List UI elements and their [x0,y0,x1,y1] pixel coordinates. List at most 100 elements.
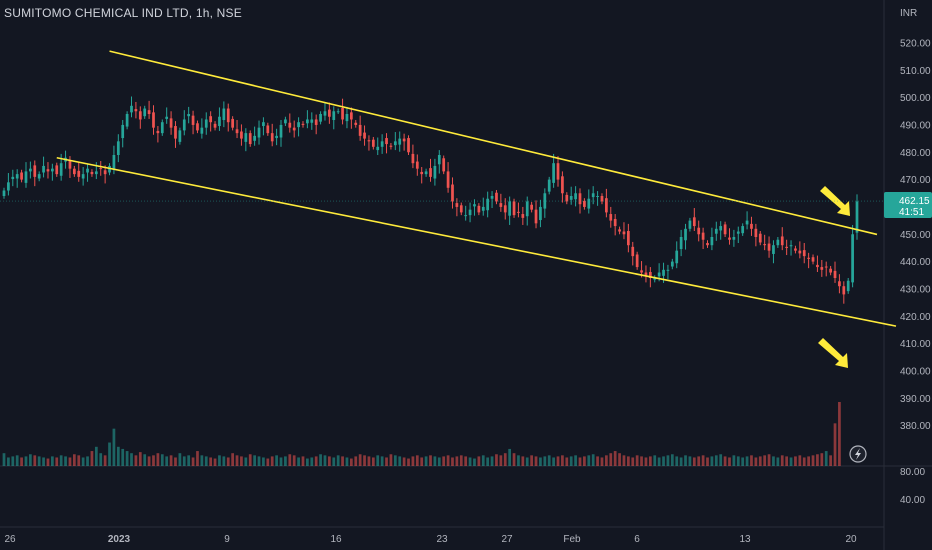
volume-bar [767,454,771,466]
volume-bar [583,456,586,466]
volume-bar [336,455,340,466]
candle-body [15,174,19,179]
volume-bar [231,453,235,466]
volume-bar [204,456,208,466]
candle-body [20,172,23,180]
candle-body [152,112,155,128]
volume-bar [543,456,547,466]
volume-bar [174,457,177,466]
x-tick-label: 9 [224,534,230,545]
volume-tick-label: 40.00 [900,495,925,506]
volume-bar [218,455,221,466]
lightning-icon-glyph [855,448,861,460]
candle-body [244,133,248,142]
volume-bar [758,456,762,466]
volume-bar [11,456,15,466]
y-tick-label: 410.00 [900,339,931,350]
candle-body [846,280,850,292]
volume-bar [499,455,503,466]
volume-bar [37,456,41,466]
y-tick-label: 480.00 [900,148,931,159]
candle-body [86,168,89,173]
candle-body [266,125,270,134]
volume-bar [15,455,19,466]
candle-body [156,130,160,134]
y-tick-label: 500.00 [900,93,931,104]
volume-bar [833,423,837,466]
y-tick-label: 390.00 [900,394,931,405]
candle-body [319,114,322,122]
candle-body [679,237,683,250]
volume-bar [517,455,520,466]
candle-body [728,237,731,240]
candle-body [816,264,819,268]
volume-bar [679,457,683,466]
volume-bar [147,456,151,466]
volume-bar [46,458,50,466]
volume-arrow[interactable] [818,338,848,368]
candle-body [297,122,300,128]
candle-body [292,127,296,131]
candle-body [772,245,775,254]
candle-body [275,135,278,139]
candle-body [750,223,753,229]
volume-bar [459,455,463,466]
candle-body [376,146,380,151]
candle-body [547,179,551,192]
volume-bar [503,453,507,466]
volume-bar [33,455,37,466]
volume-bar [591,454,595,466]
candle-body [81,174,85,179]
volume-bar [59,455,63,466]
volume-bar [644,457,648,466]
volume-tick-label: 80.00 [900,467,925,478]
volume-bar [196,451,199,466]
candle-body [644,272,648,276]
volume-bar [112,428,116,466]
volume-bar [345,457,349,466]
volume-bar [640,456,643,466]
volume-bar [552,457,555,466]
candle-body [371,139,375,147]
candle-body [780,236,784,246]
y-tick-label: 380.00 [900,421,931,432]
candle-body [697,227,701,235]
volume-bar [618,453,621,466]
lower-channel-trendline[interactable] [56,156,897,327]
candle-body [323,111,327,116]
volume-bar [772,456,775,466]
volume-bar [209,457,213,466]
volume-bar [240,456,243,466]
volume-bar [165,456,169,466]
candle-body [591,193,595,198]
candle-body [59,163,63,176]
volume-bar [789,457,793,466]
candle-body [833,270,837,278]
x-tick-label: 6 [634,534,640,545]
volume-bar [433,456,437,466]
volume-bar [473,458,476,466]
volume-bar [429,455,432,466]
candle-body [354,122,358,125]
candle-body [2,190,6,196]
candle-body [851,234,854,283]
volume-bar [363,455,366,466]
candle-body [574,193,577,200]
volume-bar [451,457,454,466]
volume-bar [530,455,533,466]
volume-bar [481,455,485,466]
candle-body [187,114,191,117]
upper-channel-trendline[interactable] [109,50,878,236]
candle-body [618,229,621,232]
y-tick-label: 490.00 [900,120,931,131]
candle-body [807,257,810,259]
volume-bar [710,456,714,466]
y-tick-label: 450.00 [900,230,931,241]
candle-body [279,124,283,138]
candle-body [706,243,709,246]
candle-body [11,176,15,180]
candle-body [798,250,802,254]
volume-bar [728,457,731,466]
candle-body [451,184,454,202]
